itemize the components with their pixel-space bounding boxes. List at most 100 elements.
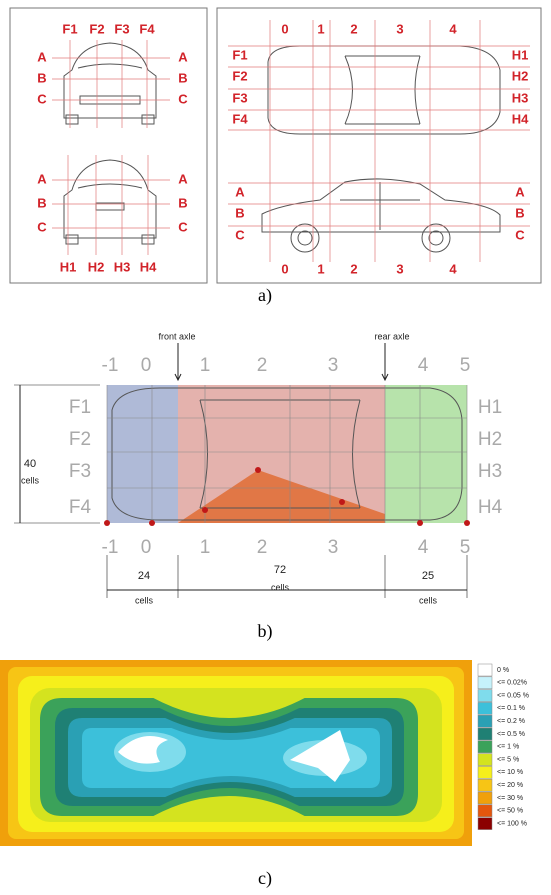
column-label: 1 xyxy=(200,355,211,376)
row-label: F1 xyxy=(232,47,247,62)
legend: 0 %<= 0.02%<= 0.05 %<= 0.1 %<= 0.2 %<= 0… xyxy=(478,664,529,830)
column-label: 2 xyxy=(350,21,357,36)
figure: a) front axle rear axle 40 cells b) 0 %<… xyxy=(0,0,551,895)
legend-swatch xyxy=(478,792,492,804)
legend-swatch xyxy=(478,766,492,778)
legend-label: <= 20 % xyxy=(497,782,523,789)
row-label: B xyxy=(515,205,524,220)
row-label: C xyxy=(37,219,47,234)
legend-label: <= 5 % xyxy=(497,756,519,763)
column-label: F3 xyxy=(114,21,129,36)
row-label: H4 xyxy=(478,497,503,518)
column-label: 4 xyxy=(449,21,457,36)
node xyxy=(417,520,423,526)
rear-axle-label: rear axle xyxy=(374,331,409,341)
row-label: A xyxy=(235,184,245,199)
column-label: F2 xyxy=(89,21,104,36)
column-label: 2 xyxy=(350,261,357,276)
row-label: H3 xyxy=(478,461,502,482)
row-label: H4 xyxy=(512,111,529,126)
row-label: F1 xyxy=(69,397,91,418)
front-car xyxy=(64,43,156,124)
row-label: B xyxy=(37,70,46,85)
row-label: C xyxy=(37,91,47,106)
legend-label: <= 100 % xyxy=(497,820,527,827)
legend-label: <= 0.1 % xyxy=(497,705,525,712)
column-label: 0 xyxy=(281,261,288,276)
legend-label: <= 1 % xyxy=(497,744,519,751)
column-label: H3 xyxy=(114,259,131,274)
legend-label: <= 50 % xyxy=(497,808,523,815)
row-label: C xyxy=(178,219,188,234)
column-label: 2 xyxy=(257,355,268,376)
legend-swatch xyxy=(478,741,492,753)
row-label: B xyxy=(235,205,244,220)
caption: b) xyxy=(258,621,273,642)
column-label: 4 xyxy=(418,537,429,558)
row-label: B xyxy=(37,195,46,210)
column-label: 3 xyxy=(396,21,403,36)
legend-swatch xyxy=(478,779,492,791)
column-label: 1 xyxy=(317,21,324,36)
column-label: 3 xyxy=(328,355,339,376)
legend-label: <= 0.05 % xyxy=(497,692,529,699)
height-count: 40 xyxy=(24,458,36,470)
column-label: 4 xyxy=(449,261,457,276)
node xyxy=(149,520,155,526)
row-label: A xyxy=(37,171,47,186)
column-label: 5 xyxy=(460,537,471,558)
width-count: 25 xyxy=(422,570,434,582)
row-label: A xyxy=(178,171,188,186)
caption: c) xyxy=(258,868,272,889)
node xyxy=(255,467,261,473)
row-label: H3 xyxy=(512,90,529,105)
column-label: H1 xyxy=(60,259,77,274)
column-label: 3 xyxy=(328,537,339,558)
row-label: H1 xyxy=(478,397,502,418)
node xyxy=(339,499,345,505)
node xyxy=(202,507,208,513)
legend-swatch xyxy=(478,677,492,689)
legend-swatch xyxy=(478,728,492,740)
column-label: F1 xyxy=(62,21,77,36)
legend-swatch xyxy=(478,690,492,702)
front-axle-label: front axle xyxy=(158,331,195,341)
column-label: 0 xyxy=(281,21,288,36)
width-unit: cells xyxy=(271,582,290,592)
column-label: H2 xyxy=(88,259,105,274)
column-label: 1 xyxy=(200,537,211,558)
column-label: -1 xyxy=(102,537,119,558)
column-label: F4 xyxy=(139,21,155,36)
column-label: 3 xyxy=(396,261,403,276)
column-label: -1 xyxy=(102,355,119,376)
row-label: B xyxy=(178,195,187,210)
row-label: F2 xyxy=(69,429,91,450)
row-label: C xyxy=(235,227,245,242)
heatmap xyxy=(0,660,472,846)
legend-swatch xyxy=(478,715,492,727)
row-label: C xyxy=(178,91,188,106)
legend-label: <= 0.2 % xyxy=(497,718,525,725)
legend-label: <= 10 % xyxy=(497,769,523,776)
row-label: H1 xyxy=(512,47,529,62)
row-label: H2 xyxy=(478,429,502,450)
row-label: F2 xyxy=(232,68,247,83)
legend-swatch xyxy=(478,818,492,830)
column-label: H4 xyxy=(140,259,157,274)
width-count: 72 xyxy=(274,564,286,576)
height-unit: cells xyxy=(21,475,40,485)
caption: a) xyxy=(258,285,272,306)
legend-label: <= 0.5 % xyxy=(497,731,525,738)
row-label: A xyxy=(178,49,188,64)
row-label: H2 xyxy=(512,68,529,83)
column-label: 0 xyxy=(141,355,152,376)
row-label: A xyxy=(515,184,525,199)
side-car xyxy=(262,179,500,252)
legend-label: <= 0.02% xyxy=(497,680,527,687)
node xyxy=(104,520,110,526)
row-label: F4 xyxy=(232,111,248,126)
width-count: 24 xyxy=(138,570,150,582)
row-label: F3 xyxy=(69,461,91,482)
column-label: 1 xyxy=(317,261,324,276)
legend-swatch xyxy=(478,664,492,676)
